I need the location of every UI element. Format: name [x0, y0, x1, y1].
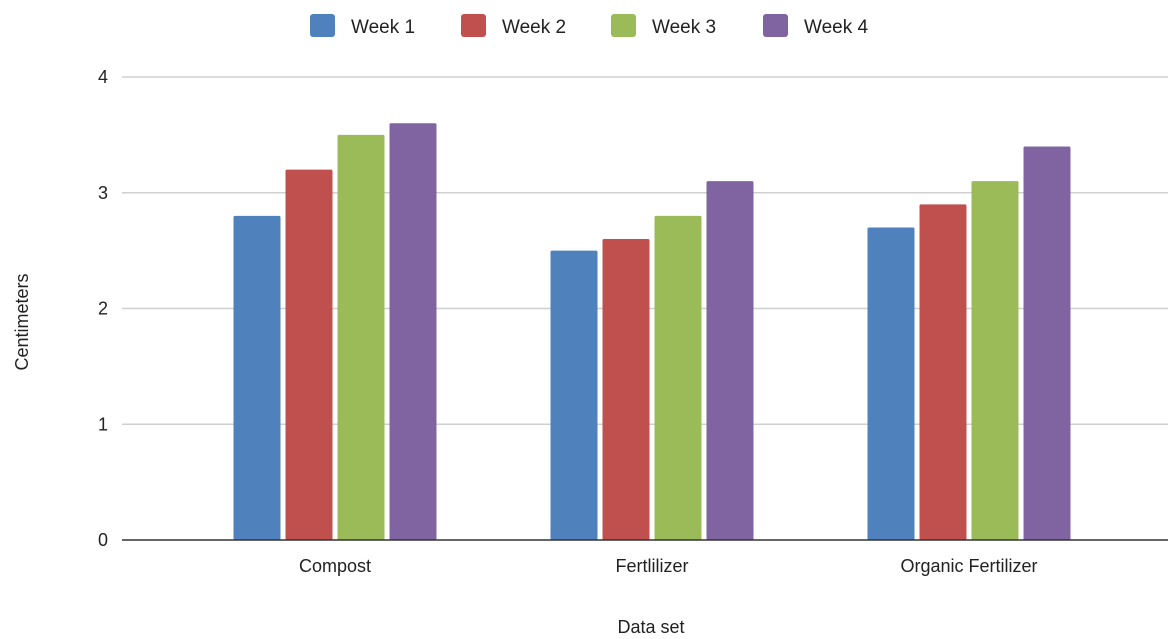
y-tick-label: 2: [98, 299, 108, 319]
legend-label: Week 4: [804, 17, 869, 38]
legend-label: Week 3: [652, 17, 716, 38]
bar-week-2-compost: [285, 169, 333, 540]
x-tick-label: Fertlilizer: [615, 556, 688, 576]
legend-swatch: [763, 14, 788, 37]
x-tick-label: Compost: [299, 556, 371, 576]
bar-week-3-fertlilizer: [654, 215, 702, 540]
legend-label: Week 1: [351, 17, 415, 38]
y-tick-label: 0: [98, 530, 108, 550]
y-tick-label: 4: [98, 67, 108, 87]
y-tick-label: 1: [98, 414, 108, 434]
bar-week-2-fertlilizer: [602, 239, 650, 541]
legend-swatch: [611, 14, 636, 37]
x-tick-label: Organic Fertilizer: [900, 556, 1037, 576]
legend-item: Week 4: [763, 14, 869, 38]
bars: [233, 123, 1071, 541]
legend-label: Week 2: [502, 17, 566, 38]
bar-week-1-compost: [233, 215, 281, 540]
bar-week-3-organic-fertilizer: [971, 181, 1019, 541]
legend: Week 1 Week 2 Week 3 Week 4: [310, 14, 869, 38]
legend-item: Week 2: [461, 14, 566, 38]
bar-week-4-compost: [389, 123, 437, 541]
bar-week-2-organic-fertilizer: [919, 204, 967, 540]
bar-week-4-organic-fertilizer: [1023, 146, 1071, 540]
legend-swatch: [461, 14, 486, 37]
axes: 0 1 2 3 4 Compost Fertlilizer Organic Fertilize…: [98, 67, 1168, 576]
bar-week-3-compost: [337, 134, 385, 540]
y-axis-title: Centimeters: [12, 273, 32, 370]
bar-week-1-fertlilizer: [550, 250, 598, 540]
legend-item: Week 3: [611, 14, 716, 38]
y-tick-label: 3: [98, 183, 108, 203]
legend-item: Week 1: [310, 14, 415, 38]
bar-week-1-organic-fertilizer: [867, 227, 915, 540]
x-axis-title: Data set: [617, 617, 684, 637]
legend-swatch: [310, 14, 335, 37]
bar-week-4-fertlilizer: [706, 181, 754, 541]
